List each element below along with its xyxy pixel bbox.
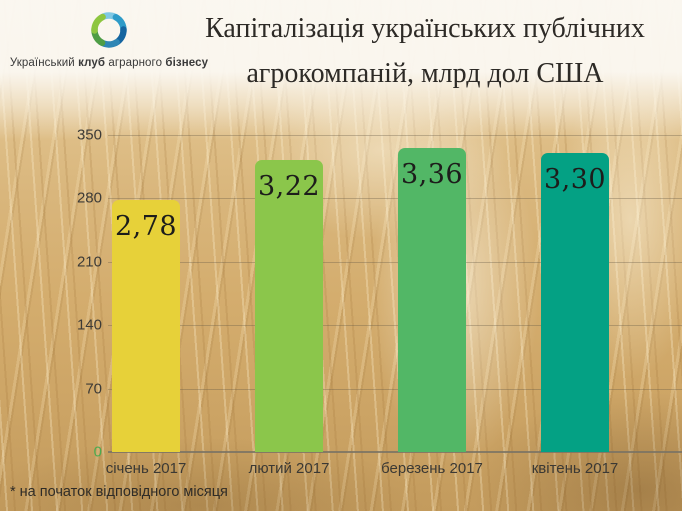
bar-value-label: 3,22 <box>257 171 321 203</box>
brand-logo: Український клуб аграрного бізнесу <box>6 6 212 69</box>
y-tick-label: 0 <box>93 443 102 461</box>
swirl-logo-icon <box>91 12 127 48</box>
bar-value-label: 3,30 <box>543 164 607 196</box>
bar-січень 2017: 2,78 <box>112 200 180 452</box>
bar-value-label: 3,36 <box>400 158 464 190</box>
y-tick-label: 140 <box>76 316 102 334</box>
y-tick-label: 70 <box>85 380 102 398</box>
bar-value-label: 2,78 <box>114 211 178 243</box>
plot-area: 2,78 січень 2017 3,22 лютий 2017 3,36 березен… <box>106 135 682 477</box>
gridline <box>108 135 682 136</box>
gridline <box>108 198 682 200</box>
y-tick-label: 280 <box>76 189 102 207</box>
gridline <box>108 325 682 327</box>
brand-name-part-bold: бізнесу <box>165 57 209 69</box>
swirl-segment <box>91 13 106 34</box>
bar-квітень 2017: 3,30 <box>541 153 609 452</box>
y-axis: 350 280 210 140 70 0 <box>54 128 102 460</box>
bar-березень 2017: 3,36 <box>398 147 466 452</box>
brand-name: Український клуб аграрного бізнесу <box>6 57 212 69</box>
y-tick-label: 350 <box>76 126 102 144</box>
brand-name-part: аграрного <box>108 57 163 69</box>
gridline <box>108 388 682 390</box>
bar-лютий 2017: 3,22 <box>255 160 323 452</box>
y-tick-label: 210 <box>76 253 102 271</box>
x-tick-label: березень 2017 <box>381 460 483 477</box>
chart-title-line1: Капіталізація українських публічних <box>205 13 645 44</box>
gridline <box>108 261 682 263</box>
footnote: * на початок відповідного місяця <box>10 484 228 500</box>
chart-title: Капіталізація українських публічних агро… <box>172 6 678 96</box>
x-tick-label: січень 2017 <box>105 460 187 477</box>
chart-title-line2: агрокомпаній, млрд дол США <box>246 58 604 89</box>
x-tick-label: лютий 2017 <box>248 460 330 477</box>
x-tick-label: квітень 2017 <box>531 460 619 477</box>
brand-name-part: Український <box>9 57 75 69</box>
brand-name-part-bold: клуб <box>78 57 106 69</box>
x-axis-baseline <box>108 451 682 453</box>
